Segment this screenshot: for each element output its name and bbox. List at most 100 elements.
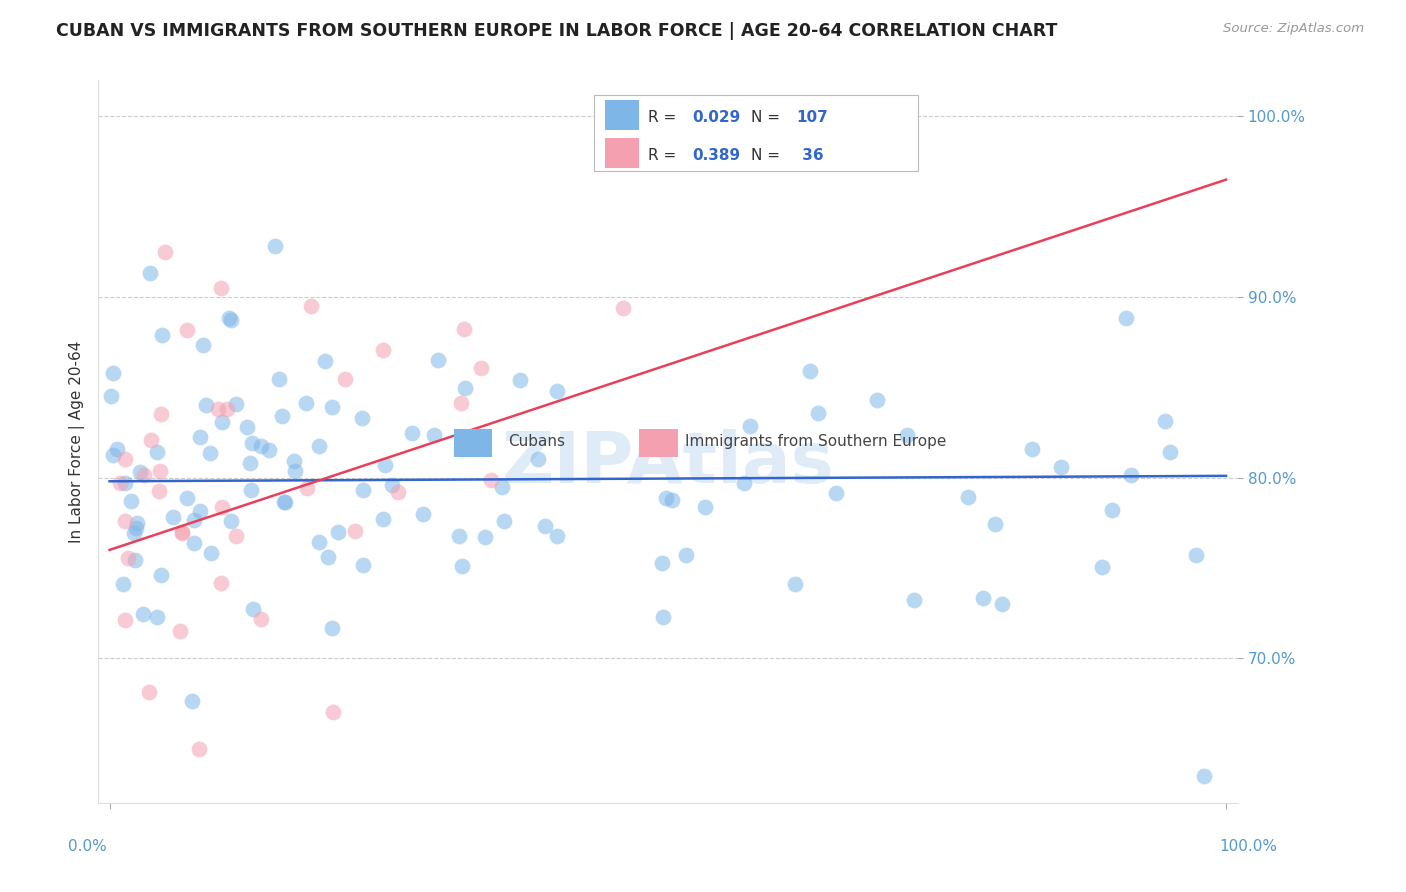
Point	[427, 352, 450, 367]
Point	[114, 514, 136, 528]
Point	[149, 464, 172, 478]
Point	[651, 556, 673, 570]
Point	[209, 575, 232, 590]
Point	[447, 528, 470, 542]
Point	[380, 478, 402, 492]
Point	[972, 591, 994, 605]
Point	[785, 577, 807, 591]
Point	[117, 550, 139, 565]
Point	[250, 612, 273, 626]
Point	[188, 430, 211, 444]
Point	[211, 415, 233, 429]
Point	[274, 495, 297, 509]
Point	[215, 401, 238, 416]
Point	[181, 694, 204, 708]
Point	[240, 483, 263, 498]
FancyBboxPatch shape	[640, 428, 678, 458]
Point	[1101, 503, 1123, 517]
Point	[1050, 460, 1073, 475]
Text: Immigrants from Southern Europe: Immigrants from Southern Europe	[685, 434, 946, 449]
Point	[103, 367, 125, 381]
Point	[799, 364, 821, 378]
Point	[150, 328, 173, 343]
Point	[344, 524, 367, 538]
Point	[371, 512, 394, 526]
Point	[162, 509, 184, 524]
Point	[209, 281, 232, 295]
Point	[738, 418, 761, 433]
Point	[146, 610, 169, 624]
Point	[236, 420, 259, 434]
Point	[200, 546, 222, 560]
Point	[219, 514, 242, 528]
Point	[308, 439, 330, 453]
Point	[250, 439, 273, 453]
Point	[401, 426, 423, 441]
Point	[105, 442, 128, 456]
Point	[956, 490, 979, 504]
FancyBboxPatch shape	[605, 138, 640, 169]
Point	[138, 685, 160, 699]
Point	[326, 525, 349, 540]
Point	[991, 598, 1014, 612]
Point	[134, 467, 156, 482]
Point	[903, 592, 925, 607]
Point	[108, 476, 131, 491]
Point	[295, 396, 318, 410]
Point	[661, 492, 683, 507]
Point	[239, 456, 262, 470]
Point	[267, 371, 290, 385]
Point	[149, 567, 172, 582]
Point	[271, 409, 294, 424]
Point	[1115, 311, 1137, 326]
Point	[470, 361, 492, 376]
Point	[1192, 769, 1215, 783]
Point	[211, 500, 233, 514]
Point	[225, 529, 247, 543]
Point	[509, 373, 531, 387]
Point	[148, 484, 170, 499]
Text: 0.029: 0.029	[692, 110, 740, 125]
Point	[352, 483, 374, 497]
Point	[651, 609, 673, 624]
Point	[191, 338, 214, 352]
Text: R =: R =	[648, 110, 682, 125]
Point	[314, 353, 336, 368]
Point	[149, 407, 172, 421]
Point	[139, 433, 162, 447]
Point	[114, 613, 136, 627]
Point	[374, 458, 396, 472]
Point	[176, 491, 198, 506]
Point	[1090, 559, 1112, 574]
FancyBboxPatch shape	[454, 428, 492, 458]
Text: Cubans: Cubans	[509, 434, 565, 449]
Point	[170, 525, 193, 540]
Text: 0.389: 0.389	[692, 148, 740, 163]
Point	[527, 452, 550, 467]
Text: CUBAN VS IMMIGRANTS FROM SOUTHERN EUROPE IN LABOR FORCE | AGE 20-64 CORRELATION : CUBAN VS IMMIGRANTS FROM SOUTHERN EUROPE…	[56, 22, 1057, 40]
Point	[387, 484, 409, 499]
Point	[198, 446, 221, 460]
Point	[321, 621, 343, 635]
FancyBboxPatch shape	[605, 100, 640, 130]
Point	[188, 503, 211, 517]
Point	[412, 508, 434, 522]
Point	[125, 516, 148, 530]
Point	[114, 451, 136, 466]
Point	[101, 448, 124, 462]
Text: N =: N =	[751, 148, 785, 163]
Point	[491, 480, 513, 494]
Point	[423, 428, 446, 442]
Point	[114, 476, 136, 491]
Point	[283, 453, 305, 467]
Point	[194, 398, 217, 412]
Text: R =: R =	[648, 148, 682, 163]
Point	[207, 401, 229, 416]
Point	[451, 559, 474, 574]
Point	[299, 299, 322, 313]
Point	[131, 607, 153, 621]
Point	[1185, 548, 1208, 562]
Point	[984, 516, 1007, 531]
Y-axis label: In Labor Force | Age 20-64: In Labor Force | Age 20-64	[69, 341, 84, 542]
Point	[146, 444, 169, 458]
